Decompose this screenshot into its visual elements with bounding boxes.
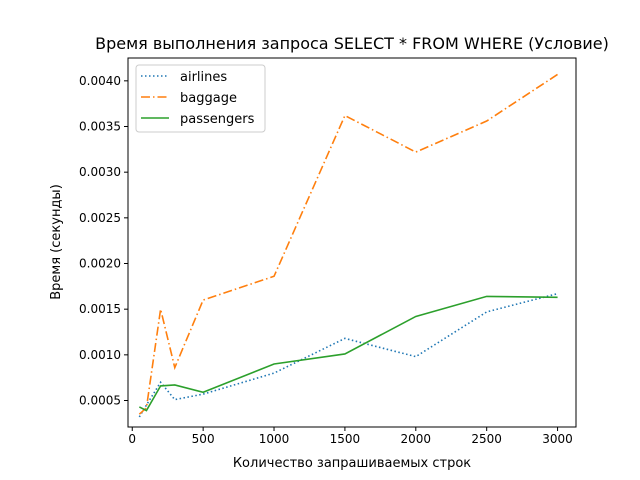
- legend-label-airlines: airlines: [180, 70, 227, 85]
- y-tick-label: 0.0040: [79, 74, 121, 88]
- x-tick-label: 500: [192, 432, 215, 446]
- axes-frame: [127, 57, 577, 428]
- y-tick-label: 0.0030: [79, 165, 121, 179]
- legend-label-baggage: baggage: [180, 91, 237, 106]
- y-axis-label: Время (секунды): [49, 184, 64, 300]
- y-tick-label: 0.0015: [79, 302, 121, 316]
- plot-area: [138, 73, 559, 418]
- y-tick-label: 0.0025: [79, 211, 121, 225]
- x-axis: 0 500 1000 1500 2000 2500 3000: [128, 427, 573, 446]
- x-tick-label: 3000: [542, 432, 573, 446]
- series-line-passengers: [138, 295, 558, 412]
- y-tick-label: 0.0020: [79, 257, 121, 271]
- legend-box: [135, 64, 266, 133]
- x-tick-label: 1500: [330, 432, 361, 446]
- y-tick-label: 0.0005: [79, 394, 121, 408]
- x-tick-label: 0: [128, 432, 136, 446]
- x-axis-label: Количество запрашиваемых строк: [233, 456, 471, 471]
- series-line-baggage: [138, 73, 559, 415]
- y-tick-label: 0.0010: [79, 348, 121, 362]
- chart-title: Время выполнения запроса SELECT * FROM W…: [95, 34, 609, 53]
- x-tick-label: 2500: [471, 432, 502, 446]
- y-tick-label: 0.0035: [79, 120, 121, 134]
- legend-label-passengers: passengers: [180, 112, 255, 127]
- series-line-airlines: [138, 292, 558, 418]
- x-tick-label: 2000: [401, 432, 432, 446]
- y-axis: 0.0005 0.0010 0.0015 0.0020 0.0025 0.0030 0.00…: [79, 74, 128, 408]
- legend: airlines baggage passengers: [135, 64, 266, 133]
- x-tick-label: 1000: [259, 432, 290, 446]
